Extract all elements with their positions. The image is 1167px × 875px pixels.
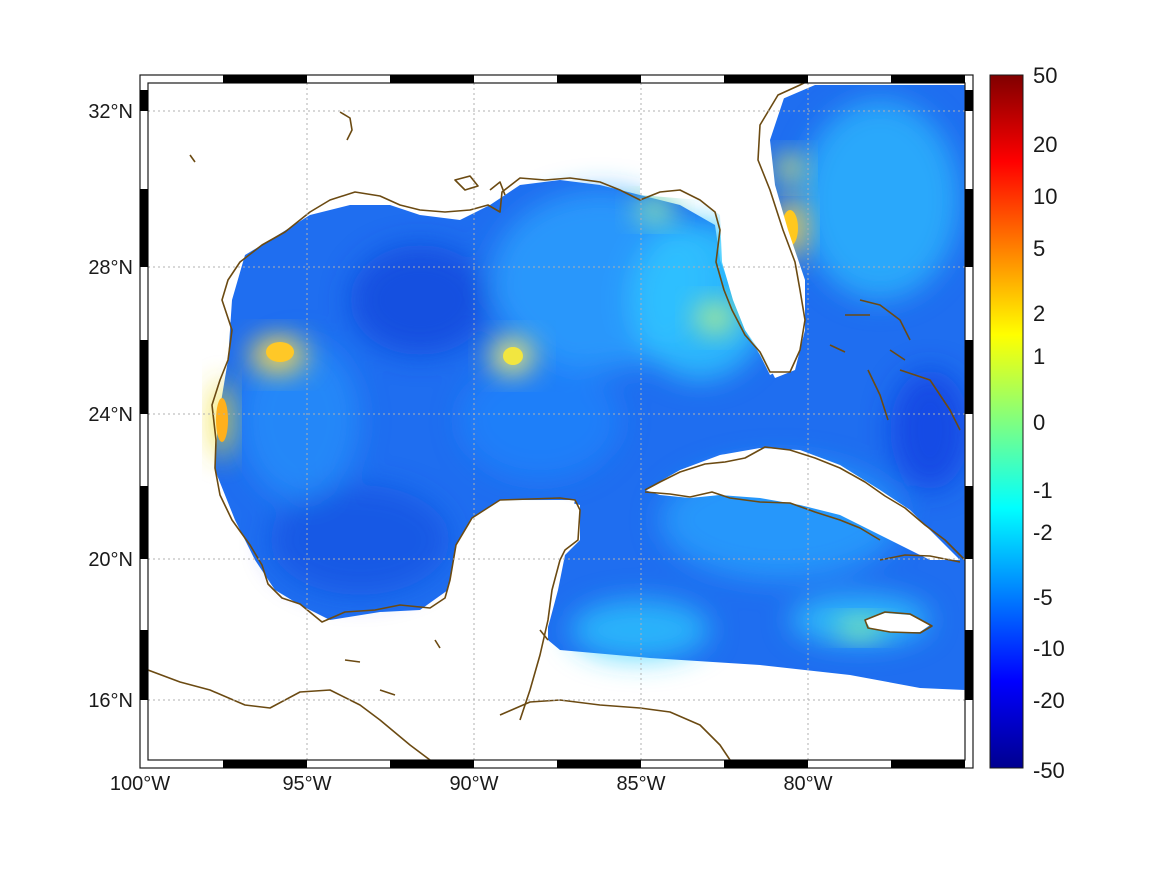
florida-land: [640, 83, 815, 378]
colorbar-label: 5: [1033, 236, 1045, 261]
lon-label-90: 90°W: [449, 773, 498, 795]
lat-label-24: 24°N: [88, 404, 133, 426]
colorbar-labels: 50 20 10 5 2 1 0 -1 -2 -5 -10 -20 -50: [1033, 63, 1065, 783]
colorbar-label: 2: [1033, 301, 1045, 326]
colorbar-label: 0: [1033, 410, 1045, 435]
data-field: [148, 83, 965, 760]
bahamas-coast: [829, 299, 961, 431]
colorbar-label: -1: [1033, 478, 1053, 503]
colorbar-label: -10: [1033, 636, 1065, 661]
lat-label-20: 20°N: [88, 549, 133, 571]
lat-label-32: 32°N: [88, 101, 133, 123]
colorbar-label: -20: [1033, 688, 1065, 713]
colorbar-label: -2: [1033, 520, 1053, 545]
lat-labels: 32°N 28°N 24°N 20°N 16°N: [88, 101, 133, 712]
colorbar-label: -50: [1033, 758, 1065, 783]
mexico-pacific-coast: [148, 669, 431, 760]
lon-labels: 100°W 95°W 90°W 85°W 80°W: [110, 773, 833, 795]
colorbar-label: 1: [1033, 344, 1045, 369]
cuba-land: [645, 448, 960, 560]
coastlines: [148, 83, 965, 760]
land-masks: [300, 83, 960, 760]
jamaica-coast: [864, 611, 933, 634]
lon-label-80: 80°W: [783, 773, 832, 795]
frame-outer: [139, 74, 974, 769]
frame-inner: [147, 82, 966, 761]
central-america-coast: [499, 699, 731, 760]
colorbar-label: 20: [1033, 132, 1057, 157]
colorbar: 50 20 10 5 2 1 0 -1 -2 -5 -10 -20 -50: [989, 63, 1065, 783]
lon-label-95: 95°W: [282, 773, 331, 795]
yucatan-islands: [344, 629, 549, 696]
louisiana-islands: [189, 111, 506, 196]
graticule: [148, 83, 965, 760]
map-frame: [139, 74, 974, 769]
lat-label-28: 28°N: [88, 257, 133, 279]
gulf-coast: [211, 83, 806, 721]
colorbar-label: -5: [1033, 585, 1053, 610]
jamaica-land: [865, 613, 930, 632]
yucatan-land: [300, 500, 580, 760]
lat-label-16: 16°N: [88, 690, 133, 712]
map-panel: 32°N 28°N 24°N 20°N 16°N 100°W 95°W 90°W…: [88, 74, 974, 795]
colorbar-label: 10: [1033, 184, 1057, 209]
lon-label-100: 100°W: [110, 773, 170, 795]
colorbar-gradient: [989, 74, 1024, 769]
colorbar-label: 50: [1033, 63, 1057, 88]
field-hotspots: [212, 154, 884, 638]
frame-blocks: [140, 75, 973, 768]
lon-label-85: 85°W: [616, 773, 665, 795]
